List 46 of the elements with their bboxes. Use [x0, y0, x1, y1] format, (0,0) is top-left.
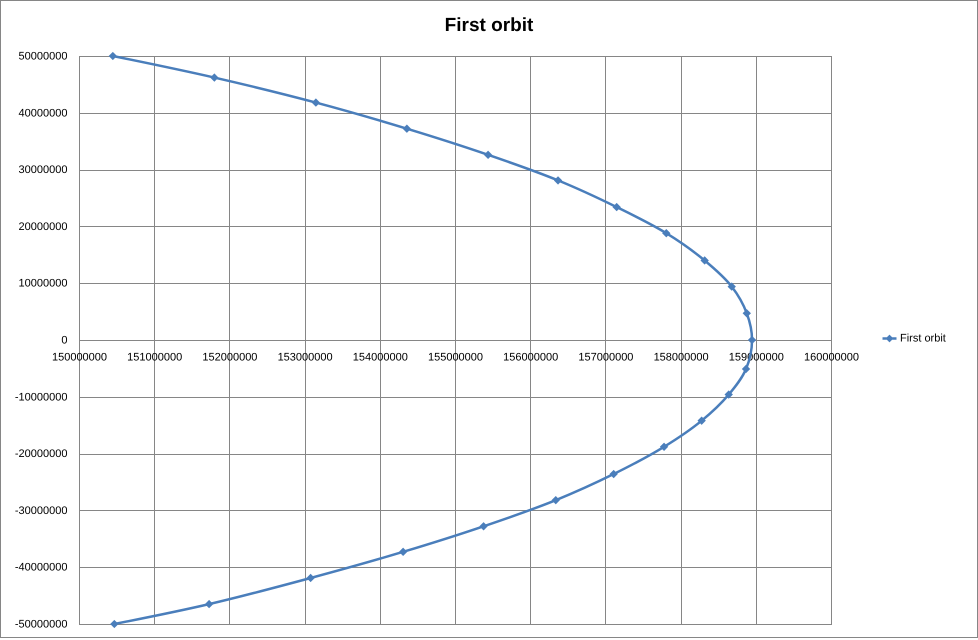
point	[697, 416, 706, 425]
point	[660, 442, 668, 451]
point	[402, 124, 412, 133]
point	[204, 600, 214, 608]
x-tick-label: 160000000	[804, 352, 860, 364]
y-tick-label: -40000000	[14, 562, 68, 574]
x-tick-label: 152000000	[202, 352, 258, 364]
point	[554, 176, 562, 185]
y-tick-label: -10000000	[14, 391, 68, 404]
point	[484, 150, 492, 160]
legend-label: First orbit	[900, 332, 946, 344]
y-tick-label: 50000000	[18, 50, 68, 62]
point	[742, 364, 750, 374]
chart-title: First orbit	[444, 15, 534, 36]
y-tick-label: -20000000	[14, 448, 68, 460]
y-tick-label: 10000000	[18, 278, 68, 290]
point	[306, 574, 315, 582]
y-tick-label: -50000000	[14, 618, 68, 630]
y-tick-label: 0	[61, 334, 68, 346]
point	[742, 309, 751, 318]
y-tick-label: 30000000	[18, 164, 68, 176]
point	[662, 229, 670, 238]
x-tick-label: 153000000	[278, 352, 333, 364]
point	[210, 73, 219, 82]
point	[612, 202, 621, 212]
point	[108, 52, 118, 60]
point	[110, 620, 119, 628]
x-tick-label: 157000000	[578, 352, 634, 364]
point	[552, 496, 560, 504]
x-tick-label: 150000000	[52, 352, 108, 364]
point	[312, 98, 320, 107]
point	[398, 548, 408, 556]
point	[700, 256, 709, 265]
point	[609, 470, 618, 478]
point	[724, 390, 733, 399]
y-tick-label: 20000000	[18, 220, 68, 233]
y-tick-label: -30000000	[14, 504, 68, 517]
y-tick-label: 40000000	[18, 107, 68, 120]
x-tick-label: 156000000	[503, 352, 558, 364]
point	[748, 336, 756, 344]
x-tick-label: 155000000	[428, 352, 484, 364]
point	[728, 282, 736, 291]
x-tick-label: 158000000	[654, 352, 709, 364]
x-tick-label: 154000000	[352, 352, 408, 364]
x-tick-label: 151000000	[127, 352, 182, 364]
point	[479, 522, 488, 530]
